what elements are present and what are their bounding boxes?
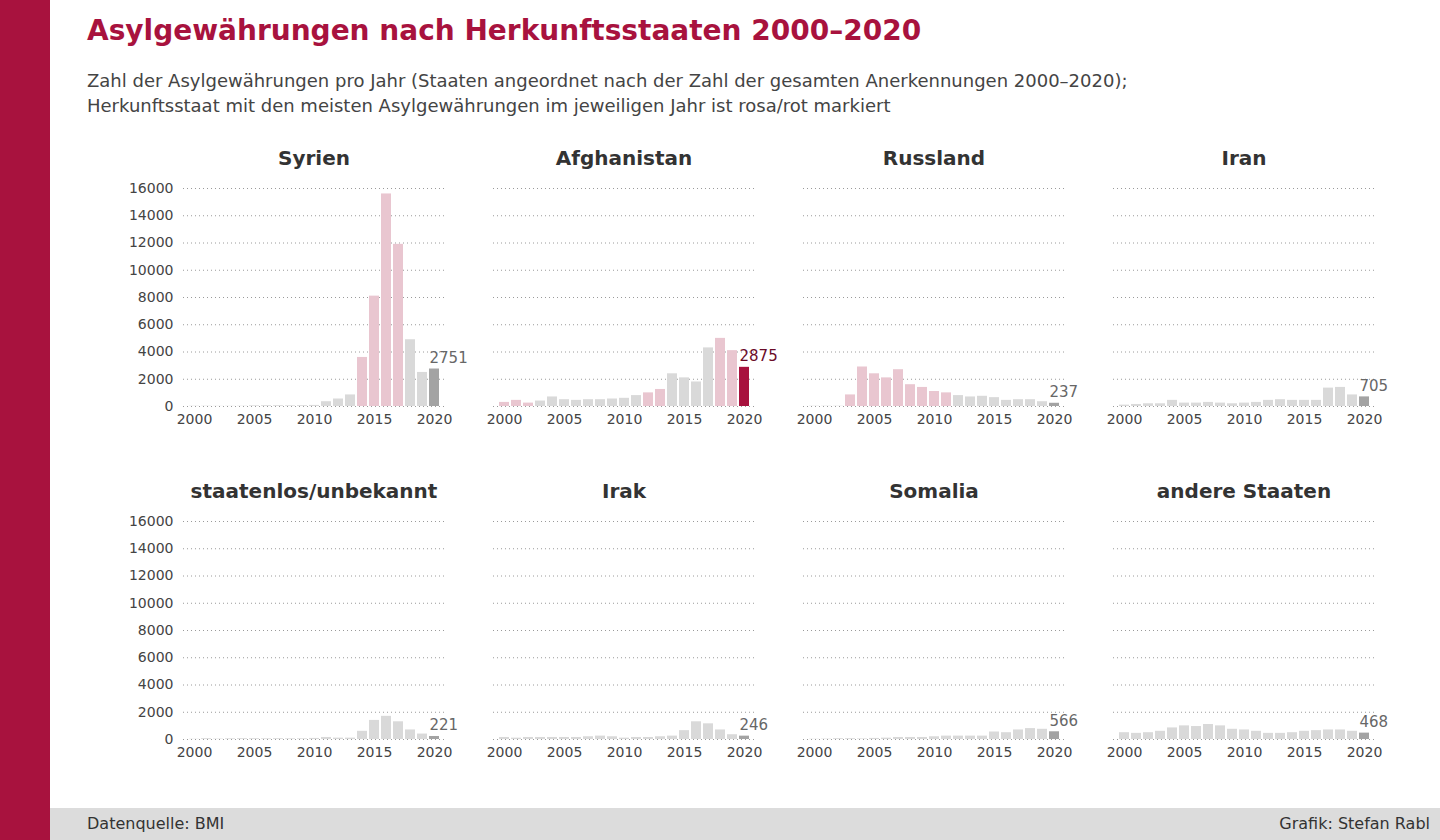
svg-text:14000: 14000 — [129, 207, 174, 223]
svg-text:2005: 2005 — [857, 744, 893, 760]
svg-text:2015: 2015 — [667, 744, 703, 760]
svg-text:2020: 2020 — [1037, 744, 1073, 760]
svg-text:6000: 6000 — [138, 316, 174, 332]
svg-text:2015: 2015 — [1287, 744, 1323, 760]
svg-text:705: 705 — [1360, 377, 1389, 395]
svg-text:2020: 2020 — [417, 411, 453, 427]
svg-text:2020: 2020 — [727, 411, 763, 427]
svg-text:2010: 2010 — [297, 411, 333, 427]
svg-text:2005: 2005 — [857, 411, 893, 427]
svg-text:468: 468 — [1360, 713, 1389, 731]
svg-text:2015: 2015 — [357, 411, 393, 427]
svg-text:566: 566 — [1050, 712, 1079, 730]
html-text:Iran: Iran — [1221, 146, 1267, 170]
svg-text:10000: 10000 — [129, 262, 174, 278]
svg-text:10000: 10000 — [129, 595, 174, 611]
html-text:Grafik: Stefan Rabl: Grafik: Stefan Rabl — [1279, 814, 1430, 833]
svg-text:2010: 2010 — [607, 744, 643, 760]
svg-text:16000: 16000 — [129, 513, 174, 529]
html-text:staatenlos/unbekannt: staatenlos/unbekannt — [190, 479, 438, 503]
svg-text:0: 0 — [165, 731, 174, 747]
svg-text:2000: 2000 — [487, 411, 523, 427]
svg-text:2000: 2000 — [177, 744, 213, 760]
svg-text:2000: 2000 — [487, 744, 523, 760]
svg-text:4000: 4000 — [138, 343, 174, 359]
svg-text:2005: 2005 — [547, 744, 583, 760]
html-text:Somalia: Somalia — [889, 479, 979, 503]
svg-text:2010: 2010 — [917, 744, 953, 760]
svg-text:2015: 2015 — [357, 744, 393, 760]
svg-text:2015: 2015 — [1287, 411, 1323, 427]
svg-text:2020: 2020 — [1347, 411, 1383, 427]
svg-text:2015: 2015 — [977, 411, 1013, 427]
svg-text:2010: 2010 — [917, 411, 953, 427]
svg-text:8000: 8000 — [138, 622, 174, 638]
svg-text:2010: 2010 — [297, 744, 333, 760]
svg-text:12000: 12000 — [129, 567, 174, 583]
svg-text:2000: 2000 — [1107, 744, 1143, 760]
html-text:Russland: Russland — [882, 146, 986, 170]
svg-text:4000: 4000 — [138, 676, 174, 692]
svg-text:2020: 2020 — [1347, 744, 1383, 760]
html-text:Datenquelle: BMI: Datenquelle: BMI — [87, 814, 225, 833]
html-text:Asylgewährungen nach Herkunfts: Asylgewährungen nach Herkunftsstaaten 20… — [87, 14, 922, 47]
html-text:Zahl der Asylgewährungen pro J: Zahl der Asylgewährungen pro Jahr (Staat… — [87, 70, 1128, 116]
svg-text:2015: 2015 — [977, 744, 1013, 760]
svg-text:237: 237 — [1050, 383, 1079, 401]
svg-text:2010: 2010 — [1227, 411, 1263, 427]
svg-text:2020: 2020 — [727, 744, 763, 760]
svg-text:0: 0 — [165, 398, 174, 414]
svg-text:2875: 2875 — [740, 347, 778, 365]
svg-text:2005: 2005 — [237, 744, 273, 760]
svg-text:2005: 2005 — [547, 411, 583, 427]
html-text:Irak: Irak — [601, 479, 646, 503]
svg-text:2010: 2010 — [607, 411, 643, 427]
html-text:Syrien: Syrien — [278, 146, 350, 170]
svg-text:2010: 2010 — [1227, 744, 1263, 760]
svg-text:8000: 8000 — [138, 289, 174, 305]
svg-text:2000: 2000 — [138, 371, 174, 387]
svg-text:2000: 2000 — [1107, 411, 1143, 427]
svg-text:2000: 2000 — [797, 411, 833, 427]
svg-text:2000: 2000 — [797, 744, 833, 760]
svg-text:2015: 2015 — [667, 411, 703, 427]
svg-text:246: 246 — [740, 716, 769, 734]
svg-text:2005: 2005 — [1167, 744, 1203, 760]
svg-text:16000: 16000 — [129, 180, 174, 196]
html-text:Afghanistan: Afghanistan — [555, 146, 693, 170]
svg-text:14000: 14000 — [129, 540, 174, 556]
svg-text:6000: 6000 — [138, 649, 174, 665]
svg-text:2751: 2751 — [430, 349, 468, 367]
svg-text:221: 221 — [430, 716, 459, 734]
svg-text:2005: 2005 — [1167, 411, 1203, 427]
svg-text:2000: 2000 — [138, 704, 174, 720]
svg-text:2020: 2020 — [417, 744, 453, 760]
svg-text:2000: 2000 — [177, 411, 213, 427]
svg-text:12000: 12000 — [129, 234, 174, 250]
svg-text:2005: 2005 — [237, 411, 273, 427]
svg-text:2020: 2020 — [1037, 411, 1073, 427]
html-text:andere Staaten: andere Staaten — [1156, 479, 1332, 503]
